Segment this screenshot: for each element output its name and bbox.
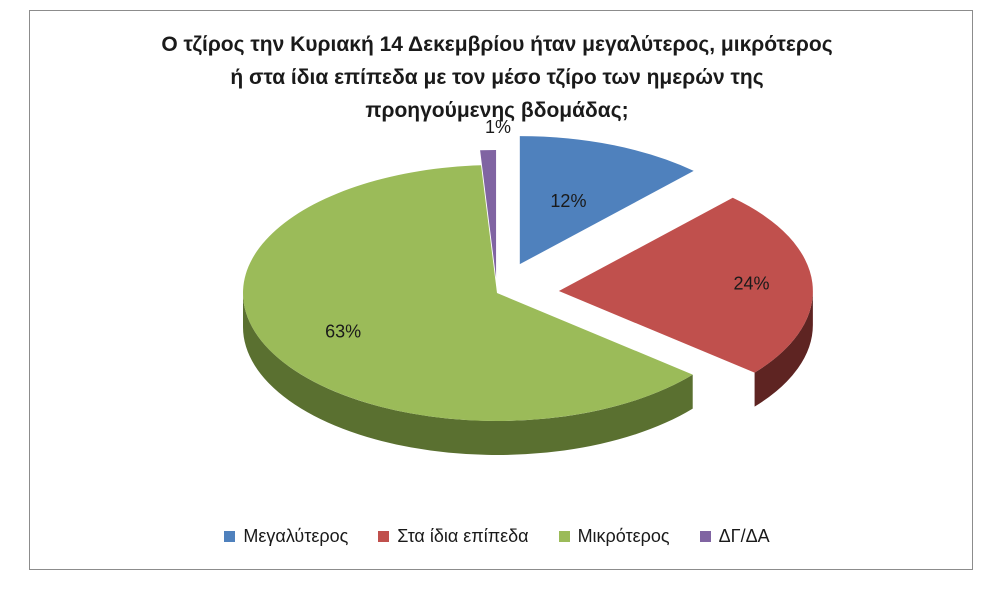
legend-label-4: ΔΓ/ΔΑ [718,526,770,546]
legend-swatch-3 [558,531,570,542]
slice-4 [480,150,497,279]
legend-item-2: Στα ίδια επίπεδα [378,526,529,547]
legend-item-3: Μικρότερος [558,526,670,547]
data-label-2: 24% [734,274,770,294]
data-labels: 12% 24% 63% 1% [325,117,769,342]
legend-swatch-4 [699,531,711,542]
chart-title-line-3: προηγούμενης βδομάδας; [365,99,629,122]
chart-legend: Μεγαλύτερος Στα ίδια επίπεδα Μικρότερος ΔΓ/… [0,526,994,547]
chart-frame [29,10,973,570]
chart-title: Ο τζίρος την Κυριακή 14 Δεκεμβρίου ήταν … [0,28,994,127]
pie-side-3 [243,293,693,455]
pie-side-2 [754,291,813,407]
data-label-1: 12% [550,191,586,211]
legend-swatch-1 [224,531,236,542]
slice-1 [519,136,694,265]
legend-item-1: Μεγαλύτερος [224,526,348,547]
slice-3 [242,165,693,421]
chart-title-line-1: Ο τζίρος την Κυριακή 14 Δεκεμβρίου ήταν … [161,33,833,56]
pie-sides [243,291,813,455]
data-label-4: 1% [485,117,511,137]
legend-item-4: ΔΓ/ΔΑ [699,526,770,547]
legend-label-1: Μεγαλύτερος [243,526,349,546]
legend-label-3: Μικρότερος [577,526,670,546]
legend-swatch-2 [378,531,390,542]
slice-2 [558,197,813,373]
chart-title-line-2: ή στα ίδια επίπεδα με τον μέσο τζίρο των… [230,66,764,89]
data-label-3: 63% [325,321,361,341]
pie-slices [242,136,813,421]
legend-label-2: Στα ίδια επίπεδα [397,526,529,546]
